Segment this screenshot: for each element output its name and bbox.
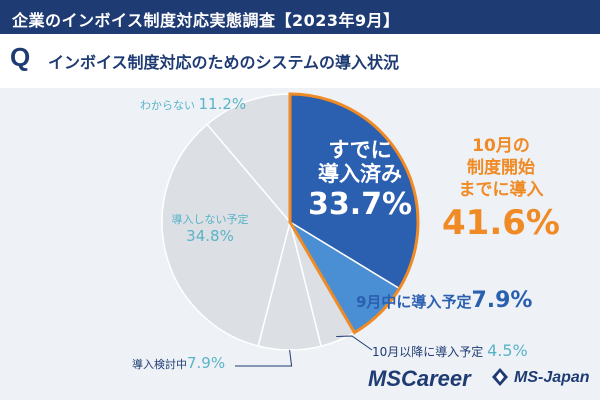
label-unknown-pct: 11.2% xyxy=(198,95,247,113)
label-unknown: わからない 11.2% xyxy=(140,95,246,113)
leader-considering xyxy=(235,349,293,367)
label-sept: 9月中に導入予定7.9% xyxy=(356,288,532,313)
question-text: インボイス制度対応のためのシステムの導入状況 xyxy=(48,53,400,72)
highlight-line2: 制度開始 xyxy=(467,158,535,178)
label-unknown-text: わからない xyxy=(140,99,195,112)
slice-not-planned xyxy=(161,123,291,347)
label-not-planned: 導入しない予定 34.8% xyxy=(150,211,270,245)
highlight-line1: 10月の xyxy=(472,136,530,156)
label-sept-pct: 7.9% xyxy=(471,288,533,313)
mscareer-logo-rest: Career xyxy=(401,366,471,391)
leader-after-oct xyxy=(336,335,373,351)
label-after-oct-pct: 4.5% xyxy=(487,341,528,360)
label-considering-pct: 7.9% xyxy=(187,354,226,372)
msjapan-logo: MS-Japan xyxy=(514,369,590,386)
highlight-line3: までに導入 xyxy=(458,180,544,200)
label-not-planned-text: 導入しない予定 xyxy=(171,213,249,226)
highlight-outline xyxy=(288,92,420,335)
highlight-label: 10月の 制度開始 までに導入 41.6% xyxy=(436,135,566,245)
msjapan-logo-icon xyxy=(492,368,508,386)
label-considering: 導入検討中7.9% xyxy=(132,354,225,372)
label-already-pct: 33.7% xyxy=(307,187,413,222)
question-mark: Q xyxy=(10,42,31,72)
mscareer-logo: MSCareer xyxy=(368,366,471,392)
label-already-line2: 導入済み xyxy=(318,162,402,186)
header-bar: 企業のインボイス制度対応実態調査【2023年9月】 xyxy=(0,0,600,34)
label-already: すでに 導入済み 33.7% xyxy=(300,138,420,224)
page-title: 企業のインボイス制度対応実態調査【2023年9月】 xyxy=(12,11,400,30)
label-after-oct-text: 10月以降に導入予定 xyxy=(372,345,484,359)
label-considering-text: 導入検討中 xyxy=(132,358,187,371)
label-already-line1: すでに xyxy=(328,138,392,162)
mscareer-logo-ms: MS xyxy=(368,366,401,391)
label-not-planned-pct: 34.8% xyxy=(186,227,234,245)
highlight-pct: 41.6% xyxy=(442,203,560,243)
label-sept-text: 9月中に導入予定 xyxy=(356,293,472,311)
slice-unknown xyxy=(206,93,291,225)
label-after-oct: 10月以降に導入予定 4.5% xyxy=(372,341,528,360)
